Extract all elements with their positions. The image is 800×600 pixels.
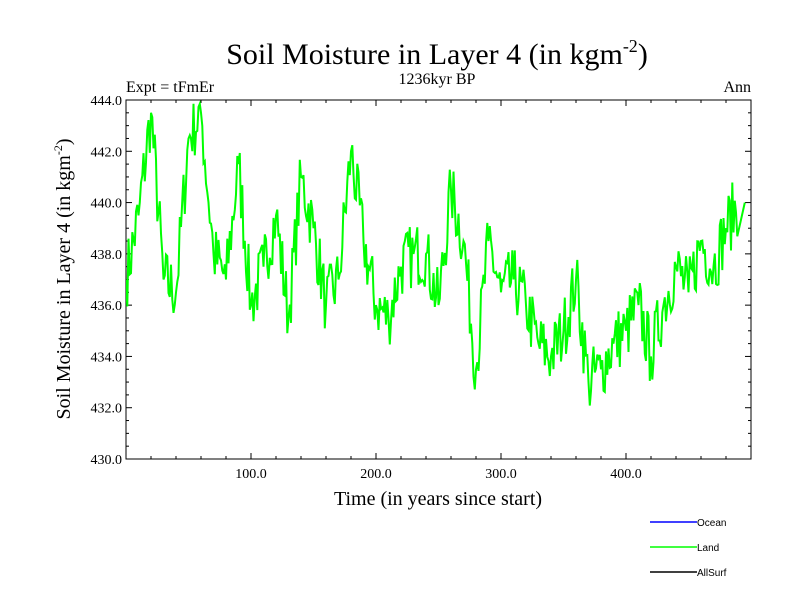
y-tick-label: 436.0 xyxy=(91,299,123,314)
y-tick-label: 442.0 xyxy=(91,145,123,160)
y-axis-label: Soil Moisture in Layer 4 (in kgm-2) xyxy=(51,138,75,419)
subtitle-left: Expt = tFmEr xyxy=(126,79,215,96)
x-axis: 100.0 200.0 300.0 400.0 xyxy=(150,100,727,482)
y-tick-label: 432.0 xyxy=(91,402,123,417)
y-axis: 430.0 432.0 434.0 436.0 438.0 440.0 442.0 444.0 xyxy=(91,94,751,468)
legend: Ocean Land AllSurf xyxy=(650,518,727,579)
x-axis-label: Time (in years since start) xyxy=(334,488,542,510)
y-tick-label: 434.0 xyxy=(91,350,123,365)
legend-label-ocean: Ocean xyxy=(697,518,726,529)
legend-label-land: Land xyxy=(697,543,719,554)
y-tick-label: 438.0 xyxy=(91,248,123,263)
y-tick-label: 440.0 xyxy=(91,197,123,212)
chart-title: Soil Moisture in Layer 4 (in kgm-2) xyxy=(226,36,648,71)
y-tick-label: 444.0 xyxy=(91,94,123,109)
x-tick-label: 400.0 xyxy=(610,467,642,482)
legend-label-allsurf: AllSurf xyxy=(697,568,727,579)
x-tick-label: 100.0 xyxy=(235,467,267,482)
subtitle-right: Ann xyxy=(723,79,751,96)
subtitle-center: 1236kyr BP xyxy=(399,71,476,88)
series-line-land xyxy=(126,100,746,406)
x-tick-label: 300.0 xyxy=(485,467,517,482)
y-tick-label: 430.0 xyxy=(91,453,123,468)
x-tick-label: 200.0 xyxy=(360,467,392,482)
